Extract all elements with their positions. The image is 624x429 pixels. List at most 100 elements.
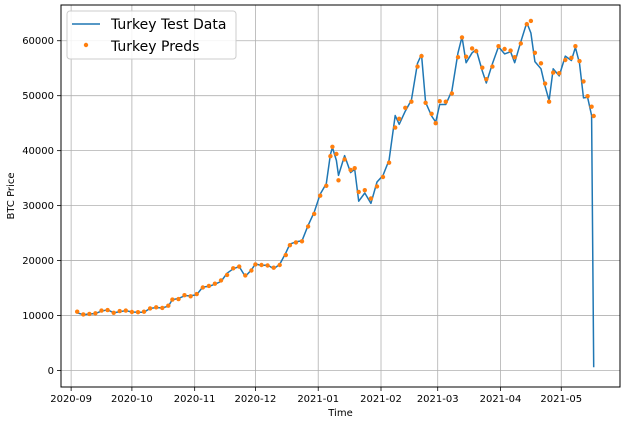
- prediction-point: [589, 104, 594, 109]
- prediction-point: [206, 283, 212, 289]
- prediction-point: [194, 291, 199, 297]
- legend-label-test-data: Turkey Test Data: [110, 17, 226, 33]
- prediction-point: [528, 18, 534, 24]
- prediction-point: [380, 174, 386, 180]
- prediction-point: [429, 111, 434, 117]
- plot-area: [75, 18, 596, 368]
- y-tick-label: 30000: [22, 201, 54, 212]
- prediction-point: [334, 151, 339, 157]
- legend-box: [66, 10, 237, 60]
- y-tick-label: 0: [48, 366, 54, 377]
- prediction-point: [512, 55, 517, 60]
- prediction-point: [508, 48, 513, 53]
- prediction-point: [469, 46, 475, 51]
- prediction-point: [75, 309, 80, 314]
- x-axis-label: Time: [327, 408, 352, 419]
- prediction-point: [328, 154, 333, 159]
- prediction-point: [166, 303, 171, 308]
- prediction-point: [330, 144, 335, 149]
- x-tick-label: 2021-02: [360, 394, 402, 405]
- prediction-point: [160, 305, 165, 311]
- x-tick-label: 2020-09: [50, 394, 92, 405]
- legend-label-preds: Turkey Preds: [110, 39, 199, 55]
- prediction-point: [585, 94, 590, 99]
- prediction-point: [449, 91, 455, 96]
- prediction-point: [287, 243, 293, 248]
- y-tick-label: 10000: [22, 311, 54, 322]
- prediction-point: [99, 308, 104, 313]
- prediction-point: [129, 309, 135, 315]
- prediction-point: [318, 193, 323, 198]
- prediction-point: [93, 311, 98, 316]
- prediction-point: [577, 58, 582, 64]
- y-tick-label: 40000: [22, 146, 54, 157]
- prediction-point: [374, 184, 380, 189]
- prediction-point: [532, 50, 538, 55]
- prediction-point: [581, 79, 586, 84]
- prediction-point: [135, 310, 141, 315]
- x-tick-label: 2021-04: [480, 394, 522, 405]
- prediction-point: [524, 22, 529, 27]
- prediction-point: [415, 64, 420, 69]
- prediction-point: [455, 55, 461, 60]
- prediction-point: [433, 121, 438, 126]
- prediction-point: [542, 81, 548, 86]
- prediction-point: [557, 71, 562, 76]
- prediction-point: [490, 64, 495, 69]
- prediction-point: [81, 312, 86, 317]
- prediction-point: [484, 77, 489, 82]
- prediction-point: [437, 99, 442, 104]
- prediction-point: [188, 294, 193, 299]
- x-tick-label: 2021-03: [417, 394, 459, 405]
- prediction-point: [393, 125, 398, 130]
- prediction-point: [443, 99, 448, 104]
- prediction-point: [182, 293, 187, 298]
- prediction-point: [293, 240, 299, 245]
- prediction-point: [336, 178, 341, 183]
- x-tick-label: 2021-01: [297, 394, 339, 405]
- prediction-point: [176, 296, 181, 302]
- prediction-point: [123, 308, 128, 313]
- prediction-point: [283, 252, 288, 258]
- axes-frame: [60, 4, 621, 388]
- prediction-point: [154, 305, 159, 310]
- prediction-point: [265, 263, 270, 268]
- x-tick-label: 2020-12: [235, 394, 277, 405]
- x-axis: 2020-09 2020-10 2020-11 2020-12 2021-01 2021-…: [50, 387, 582, 405]
- prediction-point: [312, 211, 317, 217]
- prediction-point: [253, 262, 258, 267]
- prediction-point: [342, 157, 347, 162]
- prediction-point: [348, 167, 353, 173]
- prediction-point: [200, 285, 205, 290]
- prediction-point: [409, 99, 414, 104]
- prediction-point: [397, 116, 402, 122]
- y-tick-label: 20000: [22, 256, 54, 267]
- prediction-point: [352, 166, 357, 171]
- prediction-point: [569, 55, 574, 60]
- prediction-point: [459, 35, 465, 40]
- prediction-point: [259, 262, 264, 268]
- x-tick-label: 2021-05: [540, 394, 582, 405]
- prediction-point: [591, 113, 596, 119]
- prediction-point: [463, 54, 469, 59]
- prediction-point: [243, 273, 248, 278]
- y-tick-label: 60000: [22, 36, 54, 47]
- prediction-point: [231, 266, 236, 271]
- prediction-point: [147, 306, 153, 311]
- prediction-point: [237, 264, 242, 269]
- prediction-point: [403, 105, 408, 111]
- prediction-point: [518, 41, 523, 46]
- prediction-point: [218, 278, 224, 283]
- prediction-point: [368, 196, 374, 201]
- prediction-point: [419, 53, 424, 59]
- x-tick-label: 2020-11: [174, 394, 216, 405]
- y-axis: 0 10000 20000 30000 40000 50000 60000: [22, 36, 61, 377]
- prediction-point: [170, 297, 175, 302]
- legend-dot-swatch: [83, 42, 89, 48]
- prediction-point: [212, 281, 218, 286]
- prediction-point: [249, 268, 254, 273]
- prediction-point: [324, 183, 329, 188]
- prediction-point: [502, 46, 507, 52]
